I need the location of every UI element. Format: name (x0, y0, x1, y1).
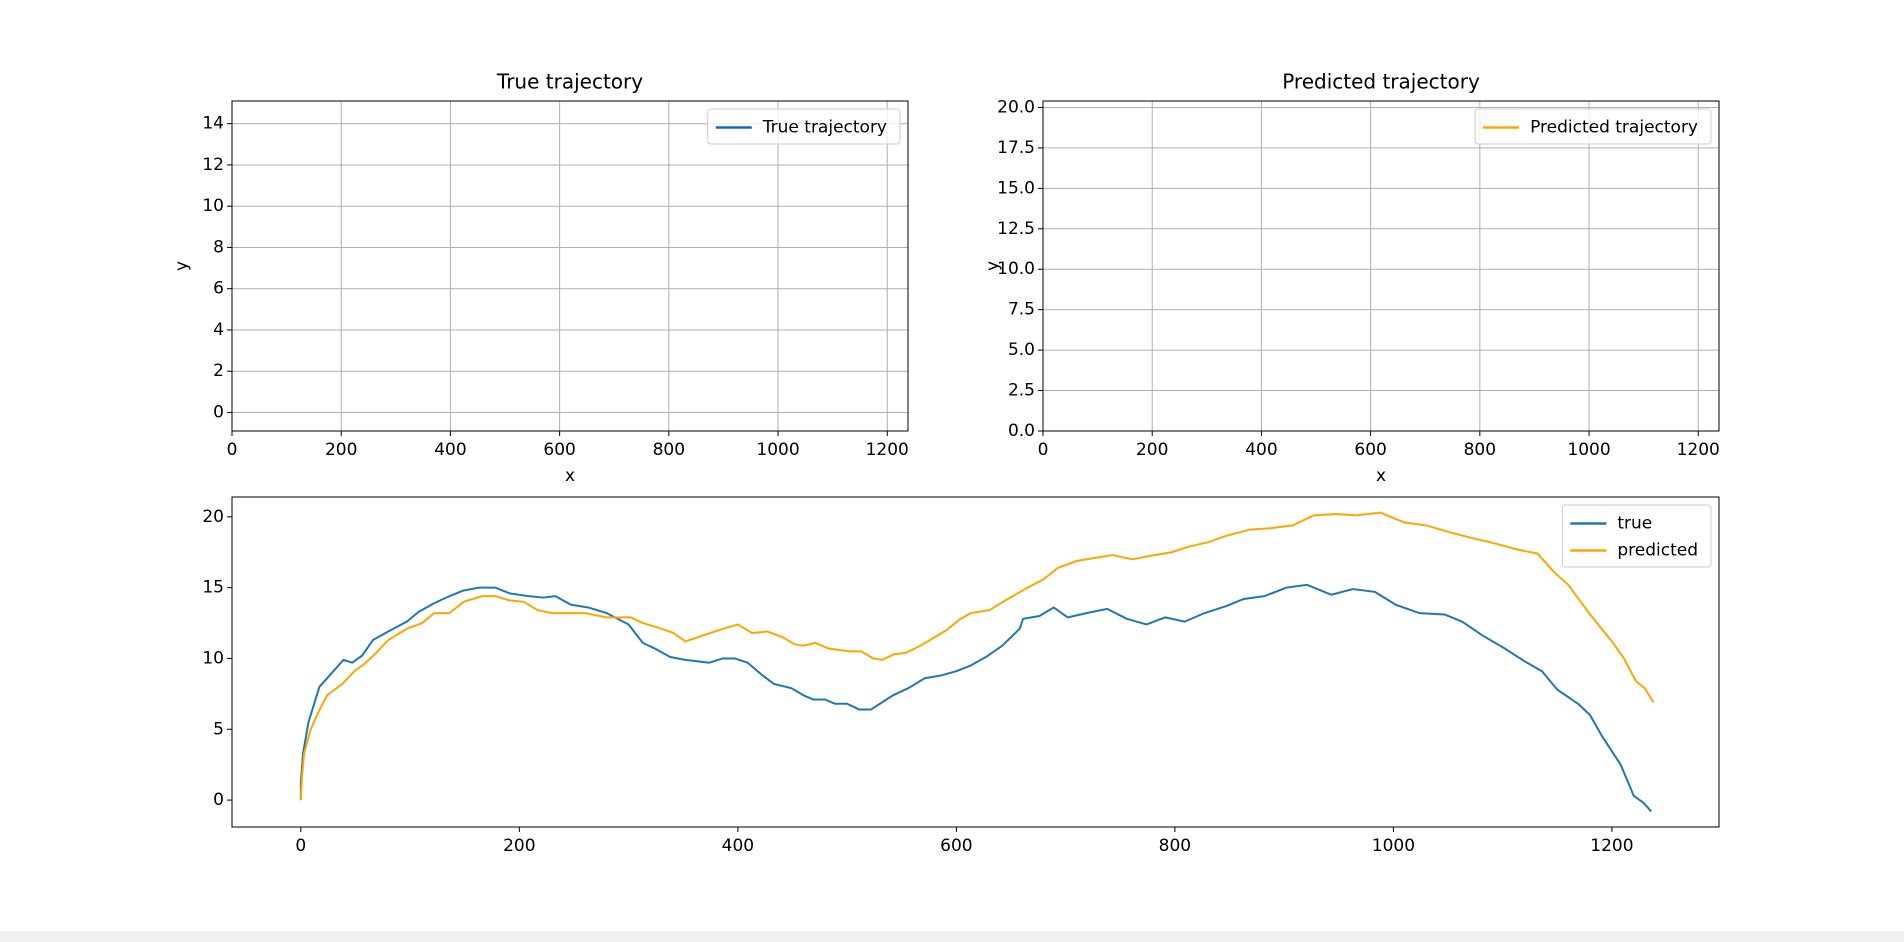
y-tick-label: 12.5 (997, 219, 1035, 239)
y-tick-label: 0 (213, 402, 224, 422)
x-tick-label: 200 (1136, 440, 1168, 460)
y-tick-label: 6 (213, 279, 224, 299)
plot-area (232, 101, 908, 431)
y-tick-label: 17.5 (997, 138, 1035, 158)
axes: 0 200 400 600 800 1000 1200 0 2 4 6 8 10 12 14 True tra… (172, 70, 909, 487)
y-tick-label: 4 (213, 320, 224, 340)
x-tick-label: 400 (1245, 440, 1277, 460)
legend: Predicted trajectory (1474, 108, 1712, 145)
x-tick-label: 600 (1354, 440, 1386, 460)
axes: 0 200 400 600 800 1000 1200 0.0 2.5 5.0 7.5 10.0 12.… (983, 70, 1720, 487)
x-tick-label: 600 (543, 440, 575, 460)
y-tick-label: 20 (202, 507, 224, 527)
y-tick-label: 12 (202, 155, 224, 175)
x-tick-label: 1000 (756, 440, 799, 460)
y-tick-label: 0.0 (1008, 421, 1035, 441)
x-tick-label: 1200 (1677, 440, 1720, 460)
chart-title: Predicted trajectory (1282, 70, 1480, 94)
x-tick-label: 1000 (1372, 836, 1415, 856)
x-tick-label: 1000 (1567, 440, 1610, 460)
y-tick-label: 7.5 (1008, 300, 1035, 320)
y-tick-label: 15.0 (997, 178, 1035, 198)
y-tick-label: 0 (213, 790, 224, 810)
y-tick-label: 10 (202, 196, 224, 216)
x-axis-label: x (1376, 466, 1386, 486)
plot-area (1043, 101, 1719, 431)
y-tick-label: 15 (202, 578, 224, 598)
x-tick-label: 800 (1159, 836, 1191, 856)
x-tick-label: 0 (1038, 440, 1049, 460)
axes-frame (1042, 100, 1720, 432)
y-tick-label: 2.5 (1008, 381, 1035, 401)
legend-label: predicted (1617, 541, 1698, 561)
x-tick-label: 200 (503, 836, 535, 856)
chart-title: True trajectory (496, 70, 643, 94)
legend-box (1474, 108, 1712, 145)
y-tick-label: 5 (213, 719, 224, 739)
axes-frame (231, 496, 1720, 828)
legend-label: true (1617, 514, 1652, 534)
legend: True trajectory (707, 108, 901, 145)
y-tick-label: 8 (213, 237, 224, 257)
y-tick-label: 2 (213, 361, 224, 381)
x-tick-label: 0 (227, 440, 238, 460)
status-strip (0, 931, 1904, 942)
y-tick-label: 5.0 (1008, 340, 1035, 360)
y-axis-label: y (983, 261, 1003, 271)
x-axis-label: x (565, 466, 575, 486)
series-line (299, 511, 1655, 801)
axes: 0 200 400 600 800 1000 1200 0 5 10 15 20 true predict… (202, 496, 1720, 856)
y-tick-label: 10 (202, 648, 224, 668)
x-tick-label: 800 (1464, 440, 1496, 460)
legend-label: Predicted trajectory (1530, 118, 1698, 138)
x-tick-label: 200 (325, 440, 357, 460)
legend-box (707, 108, 901, 145)
y-tick-label: 14 (202, 114, 224, 134)
x-tick-label: 400 (722, 836, 754, 856)
series-line (299, 583, 1653, 813)
legend-label: True trajectory (762, 118, 887, 138)
y-axis-label: y (172, 261, 192, 271)
x-tick-label: 600 (940, 836, 972, 856)
x-tick-label: 800 (653, 440, 685, 460)
x-tick-label: 1200 (1590, 836, 1633, 856)
y-tick-label: 10.0 (997, 259, 1035, 279)
x-tick-label: 1200 (866, 440, 909, 460)
y-tick-label: 20.0 (997, 97, 1035, 117)
axes-frame (231, 100, 909, 432)
x-tick-label: 0 (295, 836, 306, 856)
legend: true predicted (1561, 504, 1712, 568)
x-tick-label: 400 (434, 440, 466, 460)
